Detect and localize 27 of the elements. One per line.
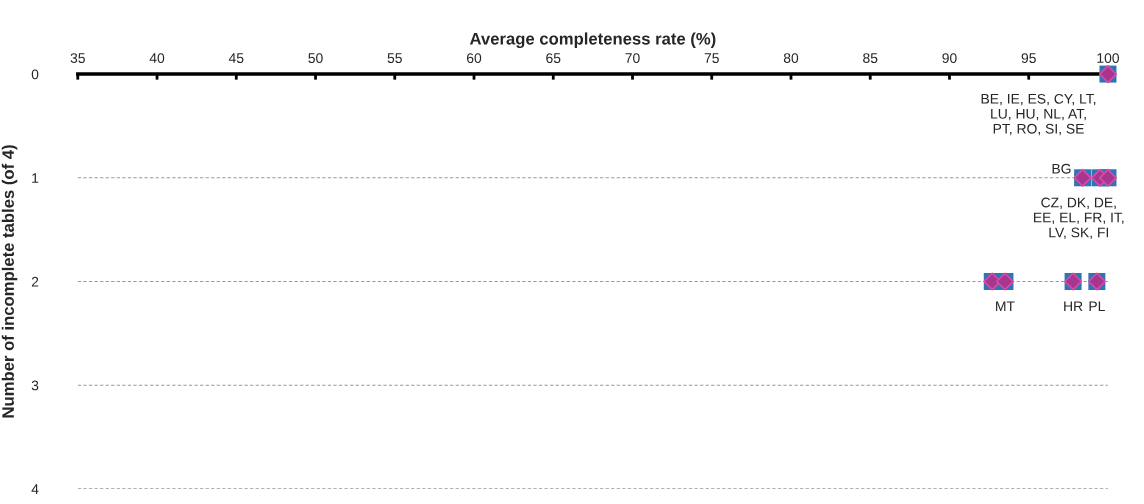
- annotation: PL: [1089, 301, 1105, 311]
- annotation: BG: [1052, 163, 1071, 174]
- x-tick-label: 80: [783, 53, 799, 64]
- y-tick-label: 4: [31, 484, 39, 494]
- x-tick-label: 85: [863, 53, 878, 64]
- x-tick-label: 55: [387, 53, 402, 64]
- x-tick-label: 95: [1021, 53, 1036, 64]
- x-tick-label: 35: [70, 53, 85, 64]
- annotation: BE, IE, ES, CY, LT, LU, HU, NL, AT, PT, RO, SI, SE: [981, 93, 1096, 136]
- annotation: CZ, DK, DE, EE, EL, FR, IT, LV, SK, FI: [1034, 197, 1124, 239]
- x-tick-label: 75: [704, 53, 719, 64]
- x-tick-label: 60: [466, 53, 482, 64]
- x-tick-label: 70: [625, 53, 640, 64]
- x-tick-label: 100: [1097, 53, 1120, 64]
- annotation: MT: [996, 301, 1015, 311]
- x-tick-label: 50: [308, 53, 323, 64]
- x-tick-label: 65: [546, 53, 561, 64]
- y-axis-title: Number of incomplete tables (of 4): [1, 145, 18, 418]
- annotation: HR: [1064, 301, 1083, 311]
- x-tick-label: 90: [942, 53, 957, 64]
- x-tick-label: 40: [149, 53, 165, 64]
- y-tick-label: 2: [31, 276, 39, 287]
- x-axis-title: Average completeness rate (%): [469, 32, 716, 49]
- y-tick-label: 1: [32, 173, 39, 183]
- x-tick-label: 45: [228, 53, 244, 64]
- y-tick-label: 3: [31, 380, 39, 391]
- y-tick-label: 0: [31, 69, 39, 80]
